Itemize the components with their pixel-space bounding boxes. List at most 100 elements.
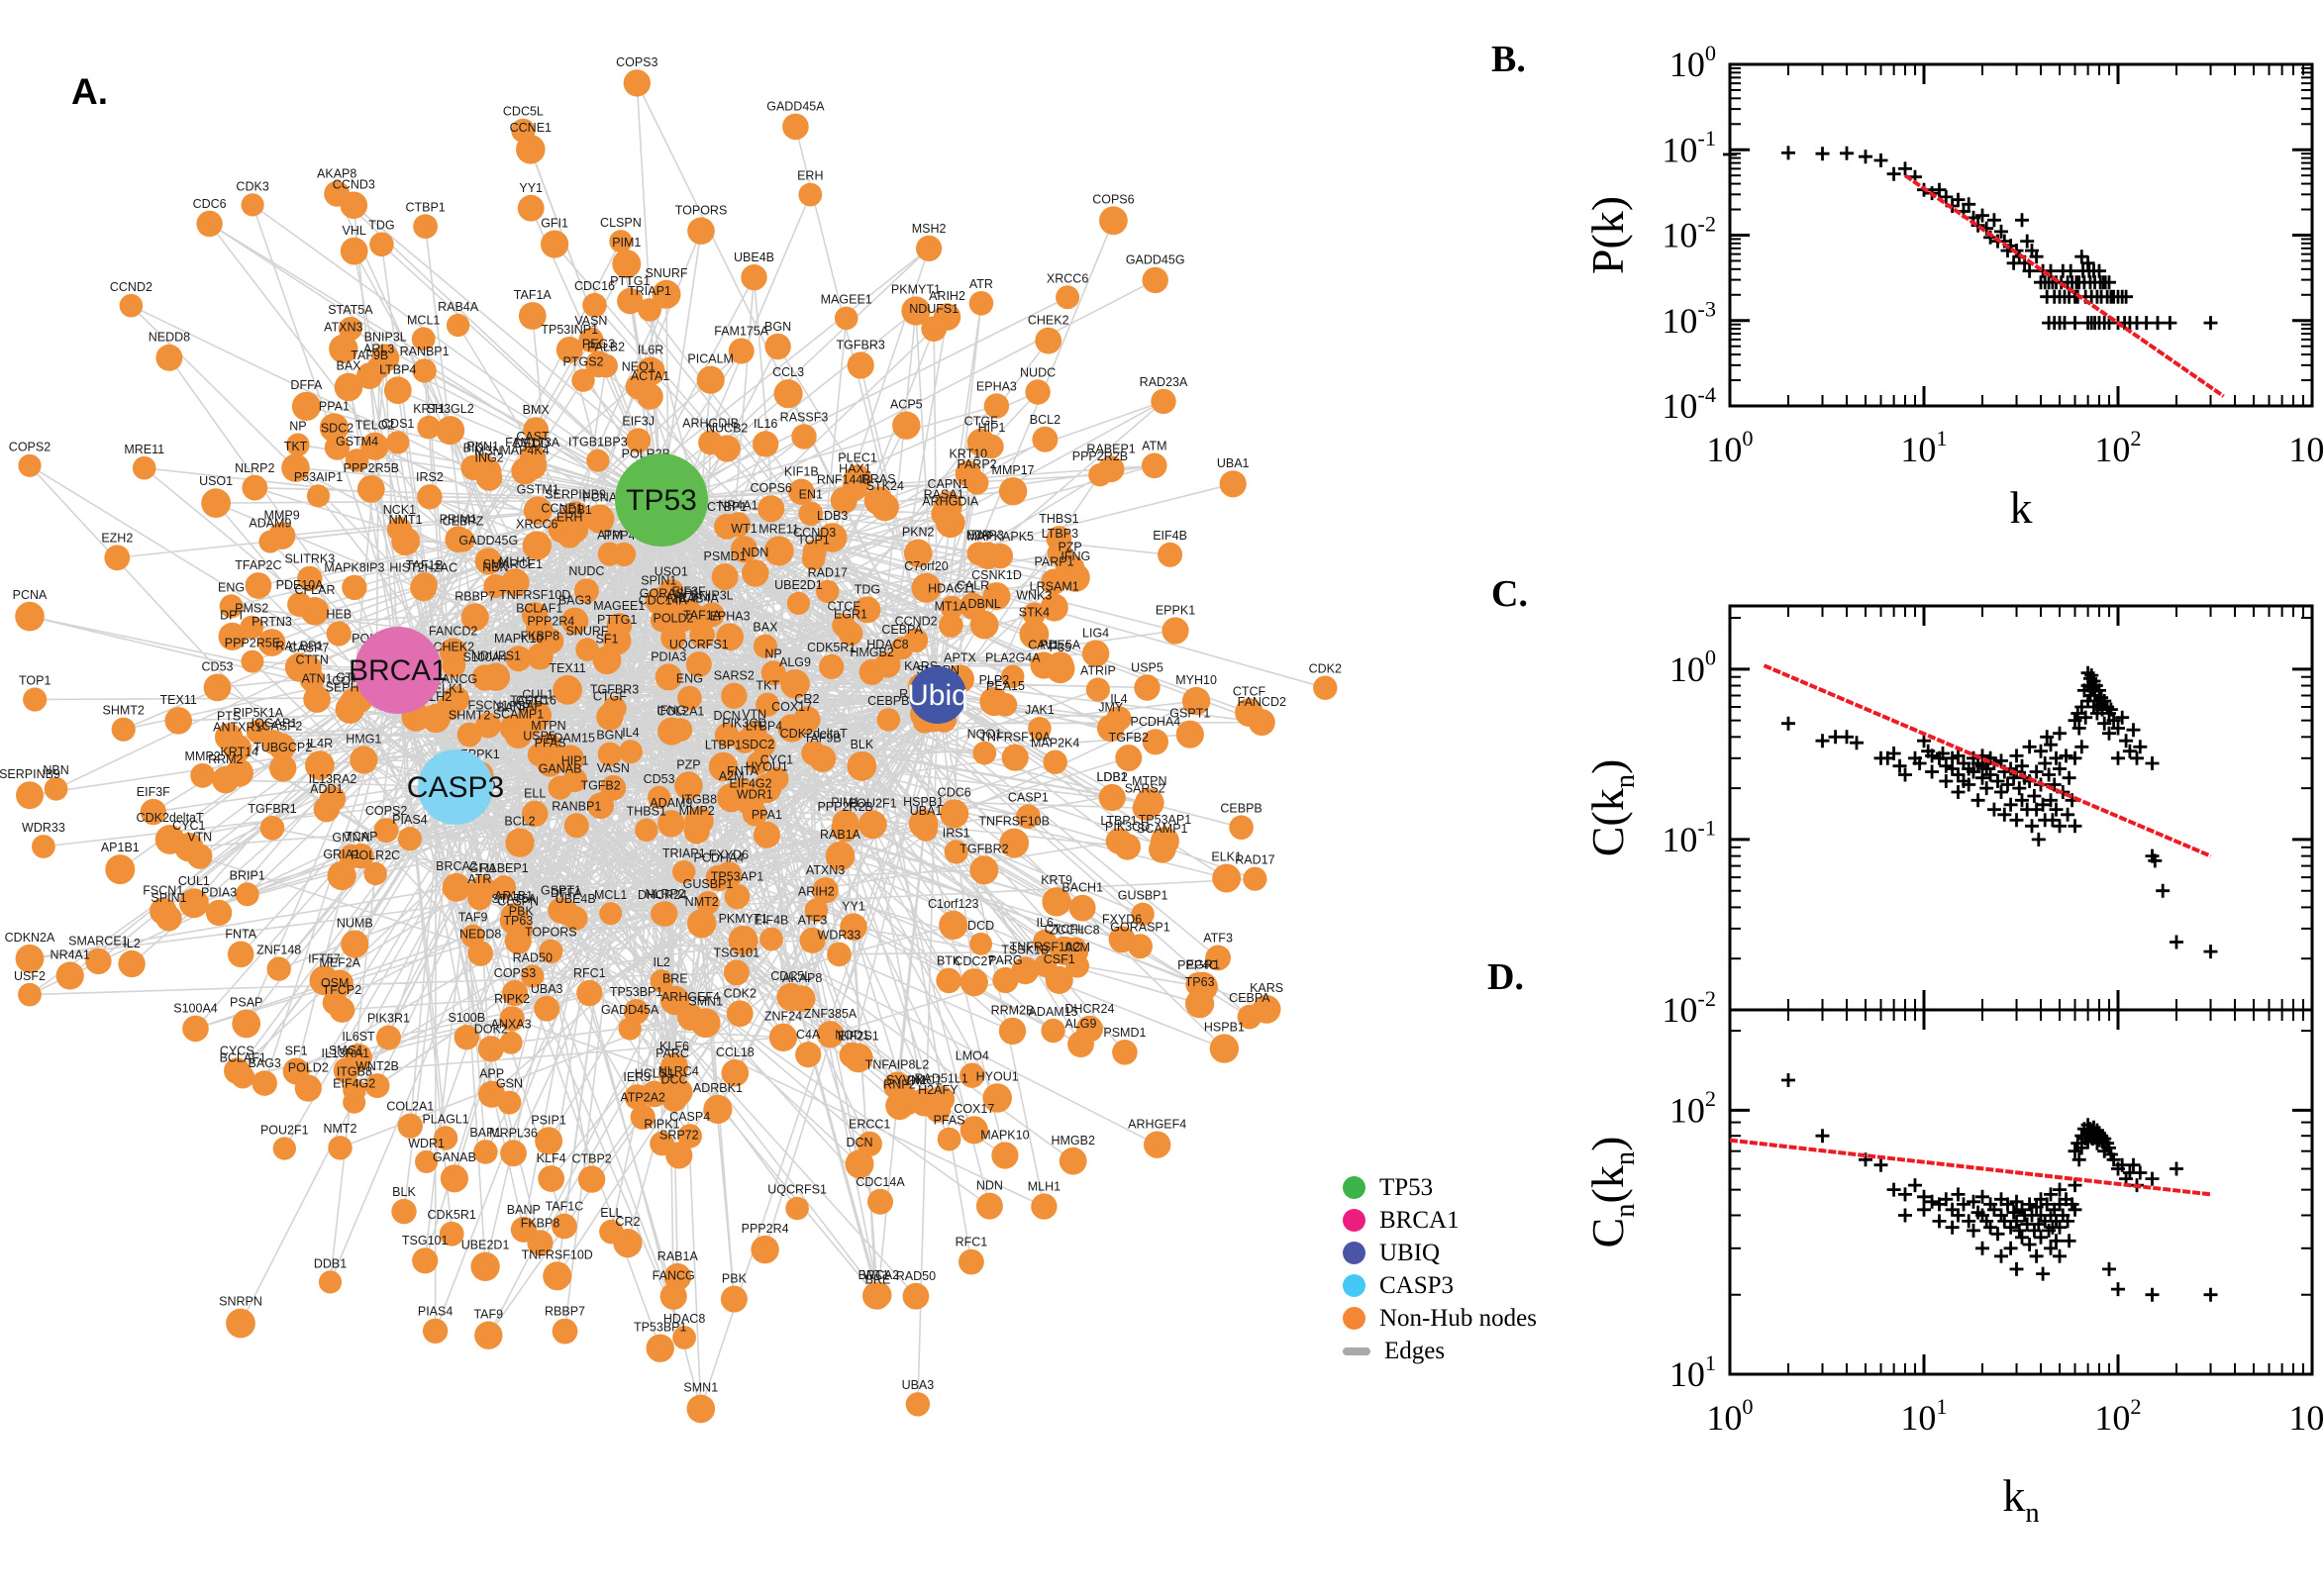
gene-label: PPP2R5B — [344, 461, 399, 475]
network-node — [901, 296, 931, 326]
network-node — [742, 559, 769, 587]
gene-label: NUCB2 — [706, 421, 748, 435]
network-node — [433, 1126, 458, 1150]
network-node — [674, 771, 703, 800]
gene-label: BCLAF1 — [220, 1051, 266, 1065]
gene-label: MCL1 — [407, 313, 440, 327]
gene-label: RALBP1 — [275, 640, 323, 653]
network-node — [721, 682, 748, 709]
network-node — [294, 1074, 322, 1102]
gene-label: NDUFS1 — [471, 649, 521, 663]
network-node — [914, 818, 938, 842]
network-node — [659, 1052, 689, 1081]
gene-label: TGFB2 — [580, 778, 620, 792]
gene-label: PKN2 — [902, 526, 935, 540]
network-nodes — [15, 69, 1338, 1424]
network-node — [911, 572, 942, 603]
gene-label: UBE2D1 — [774, 578, 823, 592]
gene-label: PARP1 — [1034, 555, 1073, 569]
gene-label: S100A4 — [463, 650, 508, 664]
gene-label: COPS2 — [9, 441, 50, 454]
gene-label: FNTA — [727, 764, 758, 778]
gene-label: PIK3CD — [1105, 820, 1150, 834]
svg-text:101​: 101​ — [1900, 426, 1947, 469]
gene-label: NEO1 — [622, 360, 656, 374]
network-node — [677, 685, 702, 711]
legend-item-ubiq: UBIQ — [1343, 1237, 1537, 1269]
network-node — [132, 455, 156, 480]
network-node — [1135, 788, 1164, 818]
network-node — [677, 1004, 704, 1031]
gene-label: CCNE1 — [510, 121, 552, 135]
network-node — [1028, 717, 1052, 741]
network-node — [329, 997, 355, 1023]
gene-label: TAF1C — [546, 1200, 584, 1214]
gene-label: PKMYT1 — [891, 282, 941, 296]
network-node — [15, 944, 45, 973]
network-node — [686, 1394, 716, 1424]
network-node — [832, 809, 859, 837]
gene-label: CDC14A — [856, 1175, 905, 1189]
gene-label: ACP5 — [890, 398, 923, 412]
network-node — [1099, 206, 1128, 236]
network-node — [728, 925, 758, 955]
gene-label: SHMT2 — [449, 709, 490, 723]
network-node — [979, 686, 1009, 717]
network-node — [259, 816, 285, 841]
gene-label: COX17 — [954, 1102, 994, 1116]
gene-label: HCLS1 — [635, 1067, 674, 1081]
panel-d-plot: 102​101​100​101​102​103​Cn​(kn​)kn​ — [1582, 1008, 2323, 1529]
gene-label: NBN — [43, 763, 68, 777]
gene-label: EIF4G2 — [729, 777, 771, 791]
network-node — [577, 1165, 606, 1193]
gene-label: CTCFL — [1045, 923, 1084, 937]
network-node — [838, 621, 863, 647]
gene-label: SHMT2 — [103, 704, 145, 718]
gene-label: MAPK10 — [980, 1128, 1029, 1142]
gene-label: PCNA — [582, 491, 617, 505]
network-node — [650, 607, 675, 633]
legend: TP53 BRCA1 UBIQ CASP3 Non-Hub nodes Edge… — [1343, 1171, 1537, 1367]
gene-label: LTBP3 — [1042, 527, 1078, 541]
gene-label: TKT — [756, 679, 779, 693]
network-node — [1022, 602, 1047, 626]
gene-label: ITGB8 — [337, 1064, 372, 1078]
network-node — [1142, 452, 1167, 479]
gene-label: UQCRFS1 — [669, 638, 729, 651]
gene-label: CDC14A — [639, 594, 688, 608]
gene-label: AP1B1 — [494, 889, 533, 903]
gene-label: CDS1 — [381, 417, 414, 431]
ubiq-swatch-icon — [1343, 1242, 1365, 1264]
gene-label: CYCS — [220, 1044, 254, 1057]
gene-label: IL4 — [622, 726, 639, 740]
gene-label: HAX1 — [839, 462, 871, 476]
gene-label: TNFRSF10D — [522, 1247, 593, 1261]
gene-label: LTBP1 — [1100, 814, 1137, 828]
gene-label: ZNF24 — [764, 1010, 802, 1024]
network-node — [219, 594, 244, 619]
gene-label: PIAS4 — [418, 1305, 453, 1319]
network-node — [830, 486, 858, 514]
gene-label: PFAS — [934, 1114, 965, 1128]
gene-label: CSF1 — [1044, 952, 1075, 966]
gene-label: WT1 — [731, 522, 757, 536]
network-node — [326, 969, 354, 998]
gene-label: PIAS4 — [392, 813, 427, 827]
network-node — [1142, 266, 1168, 294]
gene-label: FAM173A — [505, 436, 560, 449]
gene-label: GADD45G — [458, 534, 518, 548]
network-node — [397, 1113, 423, 1139]
gene-label: CEBPA — [1229, 991, 1270, 1005]
gene-label: UBA1 — [1217, 456, 1250, 470]
fit-line — [1729, 1138, 2211, 1197]
gene-label: A2M — [719, 769, 745, 783]
gene-label: CSNK1D — [971, 568, 1022, 582]
network-node — [753, 634, 778, 658]
gene-label: TDG — [855, 582, 880, 596]
network-node — [306, 484, 331, 508]
gene-label: CAST — [516, 430, 550, 444]
network-node — [618, 1017, 642, 1041]
network-node — [931, 501, 957, 527]
network-node — [696, 365, 725, 394]
gene-label: CDK2deltaT — [780, 727, 848, 741]
